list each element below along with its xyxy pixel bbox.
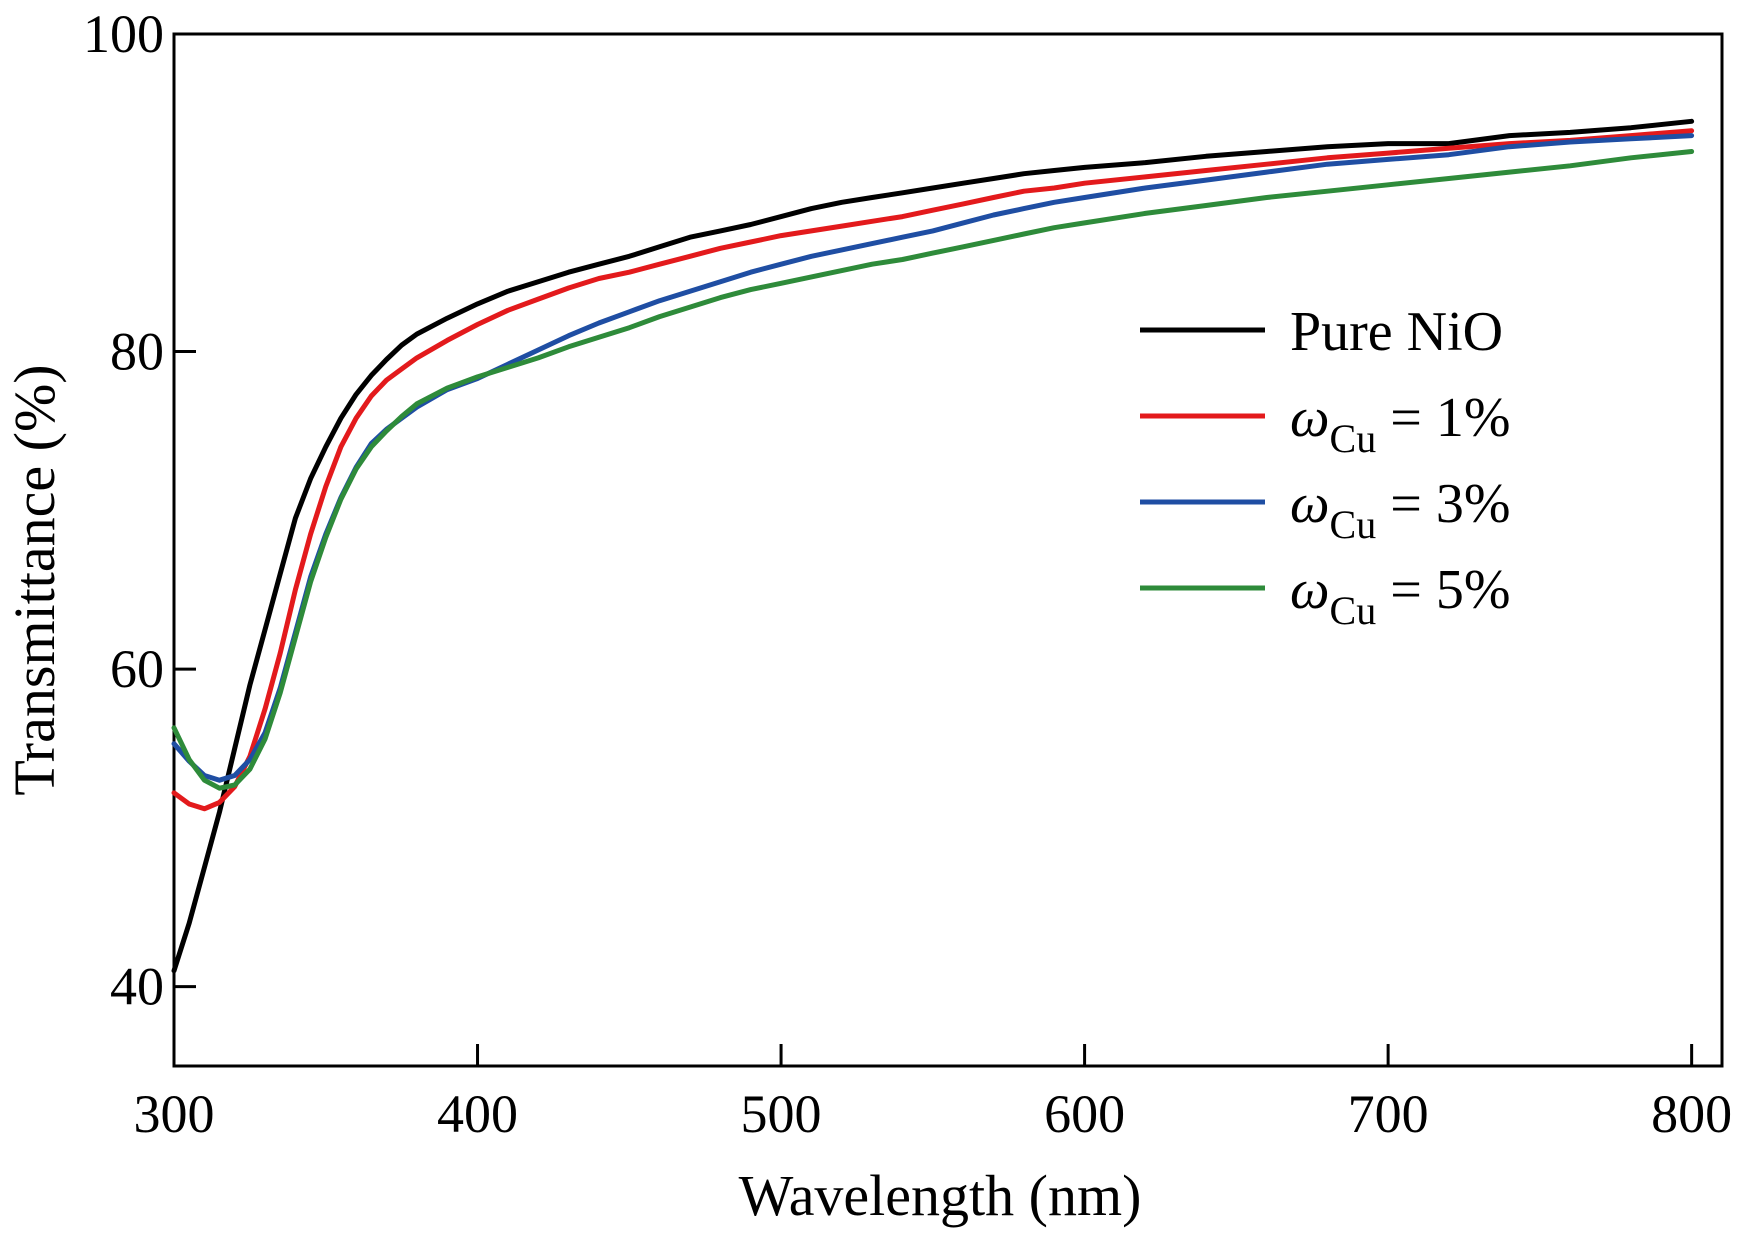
x-tick-label: 400 (437, 1084, 518, 1144)
series-line-2 (171, 133, 1695, 783)
legend-rest: = 1% (1376, 387, 1510, 449)
legend-symbol: ω (1290, 473, 1330, 535)
legend-rest: = 3% (1376, 473, 1510, 535)
legend-subscript: Cu (1330, 416, 1377, 461)
legend-label-1: ωCu = 1% (1290, 387, 1510, 461)
y-tick-label: 60 (110, 639, 164, 699)
legend-label-3: ωCu = 5% (1290, 559, 1510, 633)
y-tick-label: 40 (110, 957, 164, 1017)
x-tick-label: 600 (1044, 1084, 1125, 1144)
axis-tick-labels: 300 400 500 600 700 800 40 60 80 100 (83, 4, 1732, 1144)
legend-subscript: Cu (1330, 502, 1377, 547)
x-tick-label: 800 (1651, 1084, 1732, 1144)
x-axis-title: Wavelength (nm) (739, 1163, 1142, 1228)
series-line-1 (171, 128, 1695, 812)
series-lines (171, 118, 1695, 974)
y-axis-title: Transmittance (%) (2, 364, 67, 795)
x-tick-label: 300 (134, 1084, 215, 1144)
plot-frame (172, 32, 1724, 1068)
x-tick-label: 700 (1348, 1084, 1429, 1144)
axis-ticks (172, 32, 1694, 1066)
series-line-3 (171, 149, 1695, 791)
y-tick-label: 100 (83, 4, 164, 64)
x-tick-label: 500 (741, 1084, 822, 1144)
legend-label-2: ωCu = 3% (1290, 473, 1510, 547)
legend-label-0: Pure NiO (1290, 301, 1503, 363)
legend-symbol: ω (1290, 559, 1330, 621)
legend-symbol: ω (1290, 387, 1330, 449)
legend-subscript: Cu (1330, 588, 1377, 633)
series-line-0 (171, 118, 1695, 974)
legend-rest: Pure NiO (1290, 301, 1503, 363)
legend-rest: = 5% (1376, 559, 1510, 621)
y-tick-label: 80 (110, 322, 164, 382)
